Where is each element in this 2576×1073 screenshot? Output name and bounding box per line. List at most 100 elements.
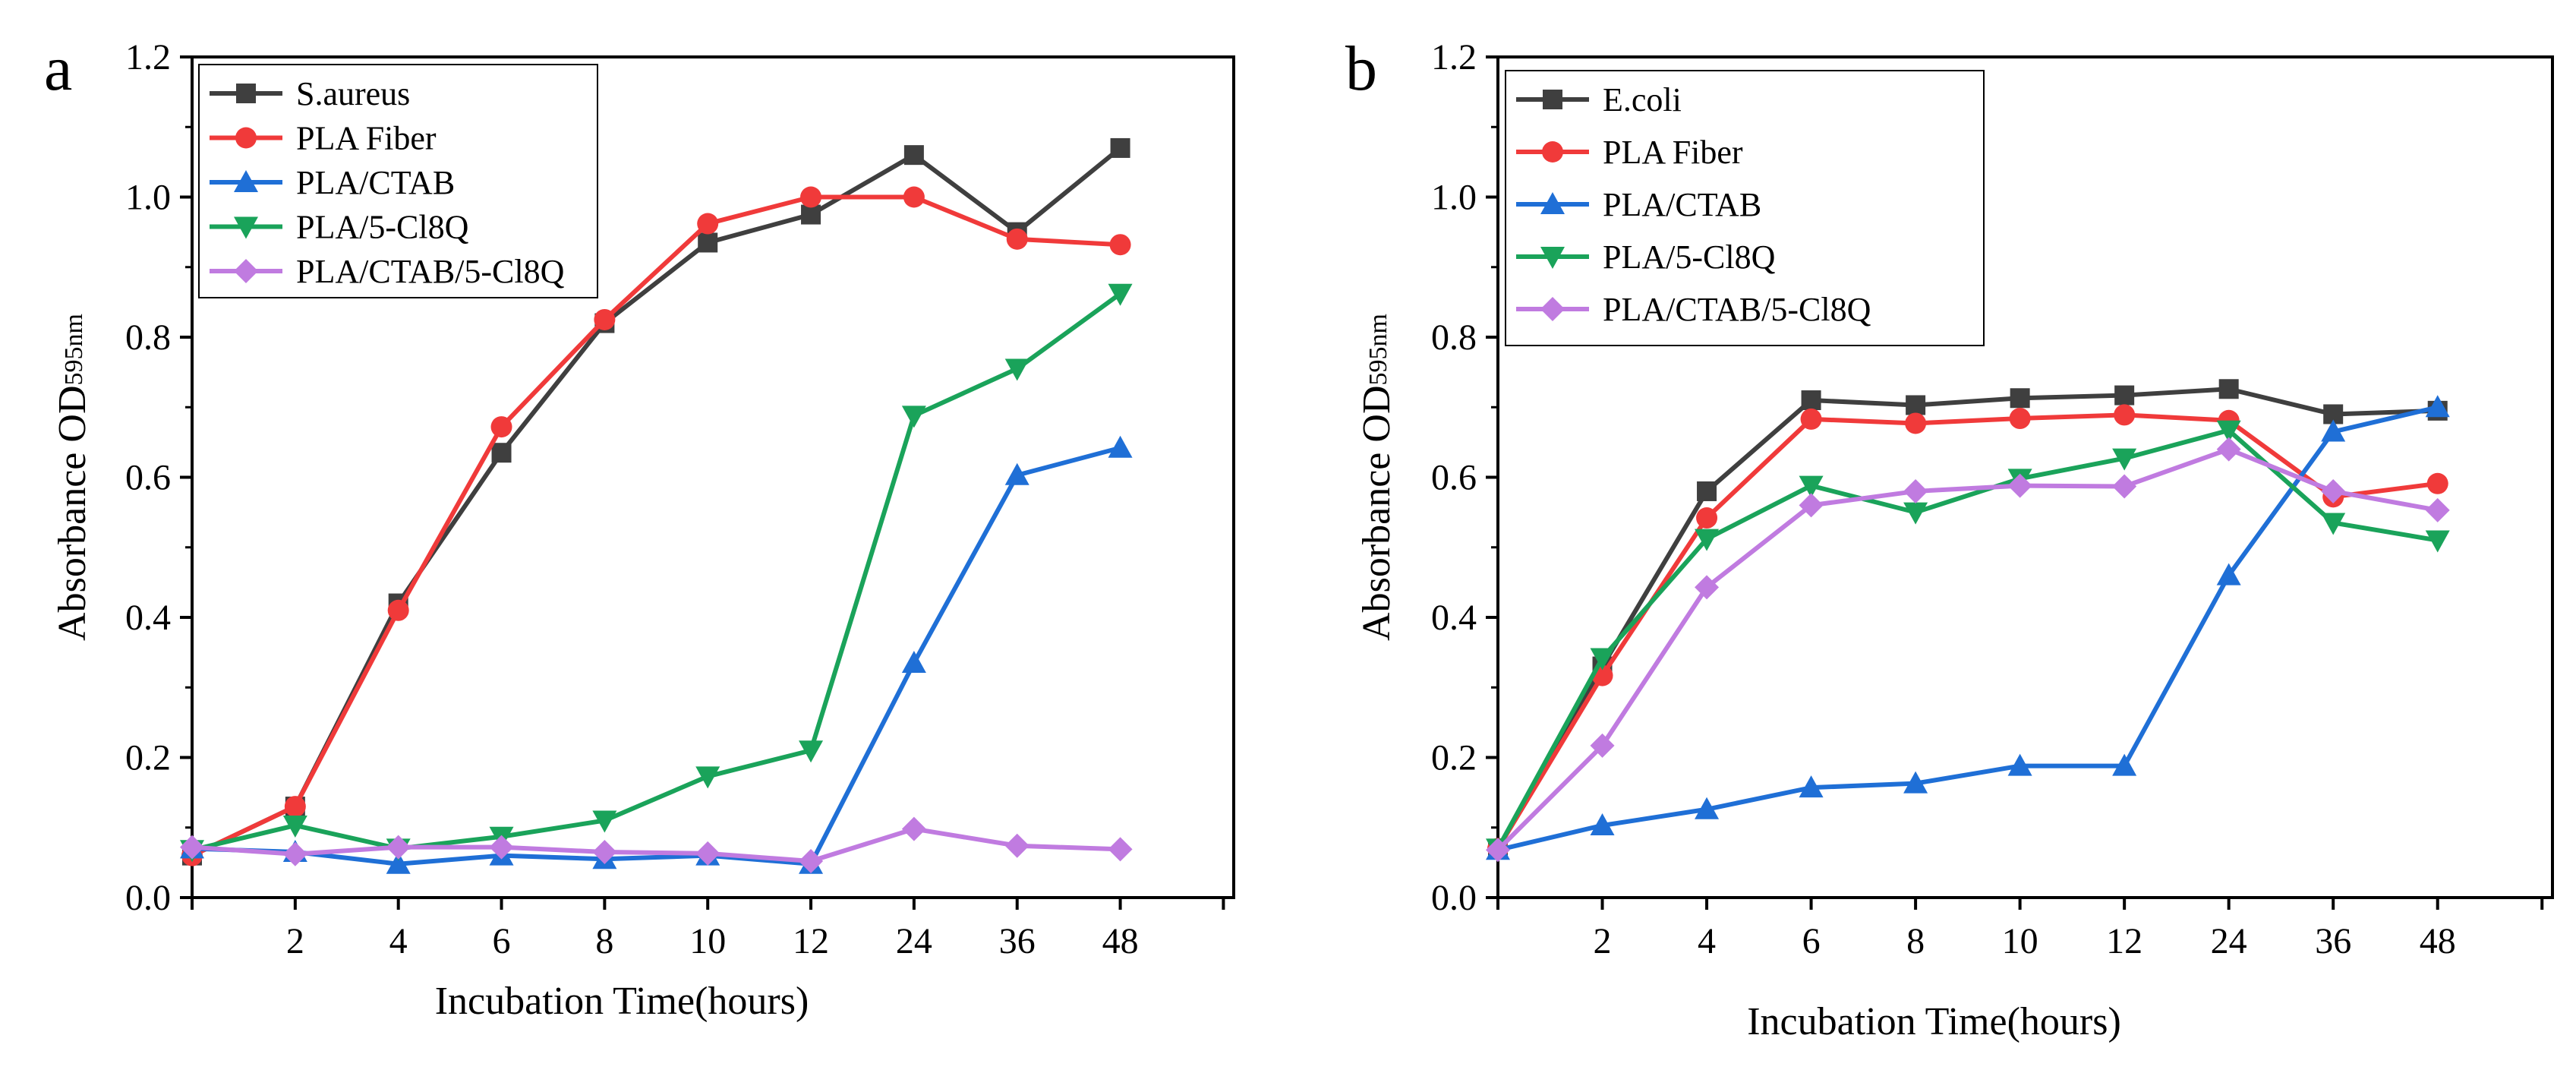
- legend-marker: [1543, 90, 1562, 109]
- legend-label: PLA Fiber: [296, 120, 437, 157]
- data-point: [2321, 478, 2346, 503]
- y-tick-label: 0.8: [1431, 317, 1477, 358]
- data-point: [698, 232, 718, 253]
- data-point: [284, 796, 306, 818]
- legend: S.aureus PLA Fiber PLA/CTAB PLA/5-Cl8Q PLA/C…: [198, 64, 598, 298]
- x-tick-label: 2: [1594, 921, 1612, 961]
- y-tick-label: 0.6: [125, 458, 171, 498]
- data-point: [386, 835, 411, 860]
- data-point: [1800, 408, 1822, 430]
- data-point: [180, 835, 204, 860]
- data-point: [2007, 473, 2032, 498]
- x-tick-label: 4: [389, 921, 408, 961]
- data-point: [901, 816, 926, 841]
- y-tick-label: 0.8: [125, 317, 171, 358]
- data-point: [1590, 813, 1615, 835]
- x-tick-label: 10: [2002, 921, 2038, 961]
- data-point: [1799, 475, 1824, 498]
- data-point: [1004, 833, 1029, 858]
- data-point: [2425, 530, 2450, 553]
- y-tick-label: 0.4: [1431, 598, 1477, 638]
- data-point: [592, 840, 617, 865]
- x-tick-label: 24: [2211, 921, 2247, 961]
- legend-label: PLA Fiber: [1603, 134, 1743, 171]
- data-point: [1697, 481, 1717, 501]
- y-axis-title-subscript: 595nm: [60, 314, 88, 385]
- y-tick-label: 1.0: [1431, 178, 1477, 218]
- series-line: [1497, 405, 2439, 853]
- legend-marker: [236, 84, 256, 103]
- legend-label: S.aureus: [296, 75, 410, 112]
- x-tick-label: 36: [2315, 921, 2351, 961]
- data-point: [1903, 478, 1928, 503]
- data-point: [2007, 753, 2032, 776]
- data-point: [1906, 395, 1926, 415]
- data-point: [695, 766, 720, 789]
- x-tick-label: 8: [1906, 921, 1925, 961]
- data-point: [2114, 385, 2135, 406]
- data-point: [901, 650, 926, 673]
- data-point: [1696, 507, 1718, 529]
- data-point: [800, 186, 822, 208]
- data-point: [1486, 838, 1510, 863]
- data-point: [799, 849, 824, 874]
- data-point: [1004, 462, 1029, 485]
- chart-panel-a: a0.00.20.40.60.81.01.22 4 6 8 10 12 24 36 48Incu…: [44, 33, 1235, 1023]
- y-axis-title-main: Absorbance OD: [1355, 386, 1398, 641]
- data-point: [491, 443, 512, 463]
- data-point: [490, 416, 512, 438]
- data-point: [1799, 775, 1824, 798]
- data-point: [1903, 502, 1928, 525]
- legend-label: PLA/CTAB/5-Cl8Q: [296, 253, 565, 290]
- series-PLA/CTAB/5-Cl8Q: [1486, 437, 2450, 863]
- data-point: [2425, 497, 2450, 522]
- x-tick-label: 6: [493, 921, 511, 961]
- data-point: [2425, 395, 2450, 418]
- y-tick-label: 1.2: [125, 37, 171, 77]
- x-tick-label: 48: [2420, 921, 2456, 961]
- series-E.coli: [1488, 379, 2448, 859]
- data-point: [1110, 137, 1130, 158]
- data-point: [592, 810, 617, 833]
- series-line: [1496, 428, 2439, 850]
- data-point: [2321, 513, 2346, 535]
- data-point: [1590, 733, 1615, 758]
- legend-label: PLA/CTAB: [296, 164, 455, 201]
- y-axis-title: Absorbance OD595nm: [1355, 314, 1398, 641]
- series-PLA/CTAB/5-Cl8Q: [180, 816, 1133, 874]
- data-point: [1006, 228, 1028, 250]
- data-point: [799, 740, 824, 763]
- legend-label: PLA/5-Cl8Q: [1603, 238, 1776, 276]
- data-point: [903, 145, 924, 166]
- y-tick-label: 1.0: [125, 178, 171, 218]
- x-tick-label: 36: [999, 921, 1036, 961]
- data-point: [1695, 529, 1720, 551]
- y-tick-label: 0.2: [125, 738, 171, 778]
- panel-letter: b: [1345, 33, 1377, 104]
- data-point: [1695, 575, 1720, 600]
- legend-label: PLA/5-Cl8Q: [296, 209, 469, 246]
- data-point: [1108, 283, 1133, 306]
- data-point: [2112, 448, 2137, 471]
- data-point: [1590, 648, 1615, 671]
- series-line: [1496, 387, 2438, 850]
- x-tick-label: 12: [793, 921, 829, 961]
- legend-label: PLA/CTAB: [1603, 186, 1761, 223]
- data-point: [801, 204, 821, 225]
- legend-marker: [235, 127, 257, 149]
- x-tick-label: 10: [689, 921, 726, 961]
- x-axis-title: Incubation Time(hours): [1747, 1000, 2121, 1043]
- legend-marker: [234, 216, 258, 239]
- data-point: [1799, 493, 1824, 518]
- series-line: [191, 826, 1121, 864]
- y-tick-label: 0.0: [1431, 878, 1477, 918]
- data-point: [1905, 412, 1927, 434]
- legend-marker: [1540, 247, 1565, 269]
- x-axis-title: Incubation Time(hours): [435, 980, 809, 1023]
- data-point: [2009, 408, 2031, 430]
- data-point: [489, 835, 514, 860]
- data-point: [1801, 390, 1821, 411]
- legend-label: E.coli: [1603, 81, 1682, 118]
- x-tick-label: 4: [1698, 921, 1716, 961]
- data-point: [2114, 404, 2136, 426]
